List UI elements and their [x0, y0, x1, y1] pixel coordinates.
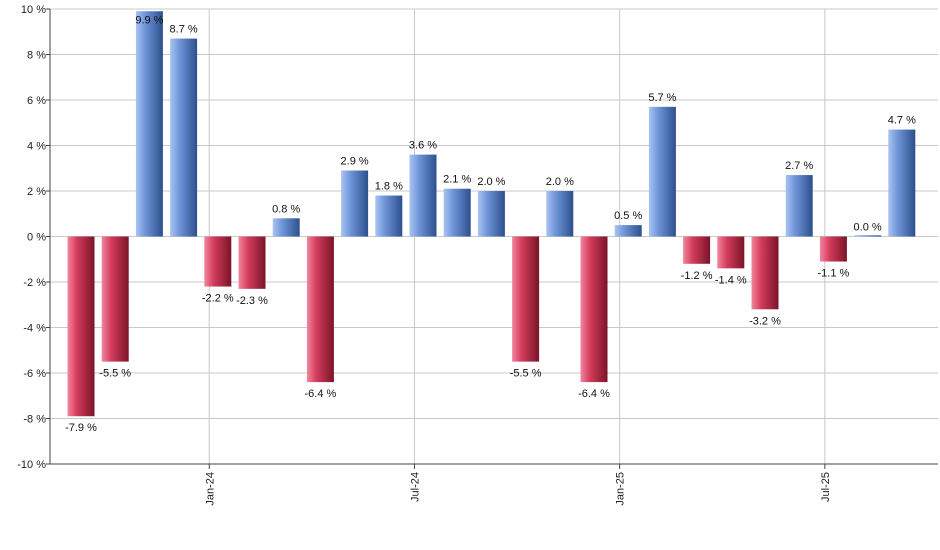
y-tick-label: -6 % — [23, 368, 46, 380]
bar — [341, 170, 369, 237]
bar-data-label: 2.9 % — [341, 156, 369, 168]
bar — [67, 236, 95, 417]
x-tick-label: Jan-25 — [615, 472, 627, 506]
bar — [819, 236, 847, 262]
bar-data-label: 0.5 % — [614, 210, 642, 222]
bar — [785, 175, 813, 237]
y-tick-label: -10 % — [17, 459, 46, 471]
bar — [101, 236, 129, 362]
bar — [135, 11, 163, 237]
y-tick-label: 0 % — [27, 232, 46, 244]
axes: 10 % 8 % 6 % 4 % 2 % 0 % -2 % -4 % -6 % -8 % -10 %… — [17, 4, 938, 506]
y-tick-label: 4 % — [27, 141, 46, 153]
bar — [375, 195, 403, 237]
bar — [477, 191, 505, 237]
bar — [751, 236, 779, 310]
bar — [717, 236, 745, 269]
bar — [614, 225, 642, 237]
bars — [67, 11, 916, 417]
bar — [443, 188, 471, 237]
bar — [546, 191, 574, 237]
bar-data-label: 5.7 % — [648, 92, 676, 104]
y-tick-label: 6 % — [27, 95, 46, 107]
bar-data-label: -2.3 % — [236, 295, 268, 307]
y-tick-label: 8 % — [27, 50, 46, 62]
y-tick-label: -2 % — [23, 277, 46, 289]
bar — [272, 218, 300, 237]
bar-data-label: -2.2 % — [202, 293, 234, 305]
bar-data-label: 4.7 % — [888, 115, 916, 127]
bar-data-label: -6.4 % — [578, 388, 610, 400]
bar — [204, 236, 232, 287]
y-tick-label: -8 % — [23, 414, 46, 426]
bar-data-label: 8.7 % — [170, 24, 198, 36]
bar — [648, 106, 676, 237]
data-labels: -7.9 % -5.5 % 9.9 % 8.7 % -2.2 % -2.3 % 0.8 % -… — [65, 14, 916, 434]
bar — [238, 236, 266, 289]
y-tick-label: 2 % — [27, 186, 46, 198]
x-tick-label: Jul-25 — [820, 472, 832, 502]
bar-data-label: 9.9 % — [135, 14, 163, 26]
bar-data-label: 3.6 % — [409, 140, 437, 152]
bar-data-label: 2.7 % — [785, 160, 813, 172]
bar-data-label: -3.2 % — [749, 315, 781, 327]
bar-data-label: -5.5 % — [510, 368, 542, 380]
bar-data-label: -1.2 % — [681, 270, 713, 282]
y-tick-label: -4 % — [23, 323, 46, 335]
bar-data-label: 2.1 % — [443, 174, 471, 186]
y-tick-label: 10 % — [21, 4, 46, 16]
bar-data-label: 2.0 % — [477, 176, 505, 188]
bar — [306, 236, 334, 383]
bar-data-label: -1.4 % — [715, 274, 747, 286]
bar — [409, 154, 437, 237]
bar-data-label: 0.0 % — [854, 222, 882, 234]
bar — [512, 236, 540, 362]
bar — [854, 235, 882, 237]
bar-data-label: -1.1 % — [818, 268, 850, 280]
bar — [888, 129, 916, 237]
bar — [683, 236, 711, 264]
bar-data-label: 2.0 % — [546, 176, 574, 188]
bar-data-label: -6.4 % — [305, 388, 337, 400]
bar-data-label: -5.5 % — [99, 368, 131, 380]
bar-data-label: 0.8 % — [272, 203, 300, 215]
bar-data-label: 1.8 % — [375, 181, 403, 193]
x-tick-label: Jan-24 — [204, 472, 216, 506]
bar — [170, 38, 198, 237]
bar — [580, 236, 608, 383]
x-tick-label: Jul-24 — [409, 472, 421, 502]
bar-data-label: -7.9 % — [65, 422, 97, 434]
